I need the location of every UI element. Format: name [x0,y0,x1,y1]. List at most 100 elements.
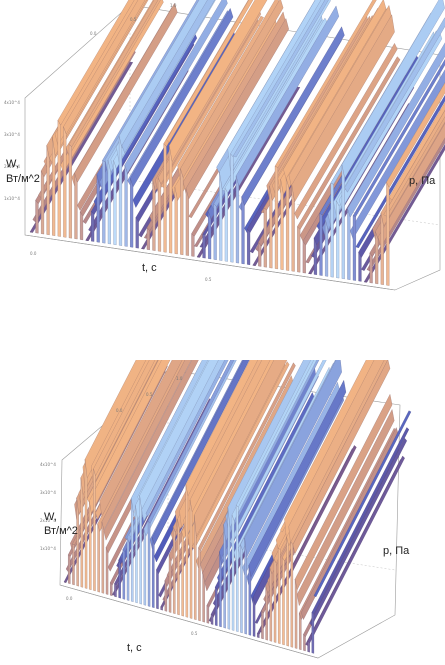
surface-curtain [236,504,239,632]
surface-curtain [143,528,147,606]
surface-curtain [97,523,100,593]
surface-curtain [299,613,302,650]
surface-curtain [101,521,105,594]
surface-curtain [210,614,214,625]
surface-curtain [257,633,260,638]
surface-curtain [173,526,176,614]
surface-curtain [191,233,195,257]
surface-facet [296,408,395,607]
surface-curtain [68,144,72,239]
x-axis-label: t, c [127,642,142,654]
surface-curtain [265,585,268,641]
surface-curtain [118,560,121,599]
surface-curtain [244,537,247,635]
y-tick-label: 0.5 [146,392,153,397]
surface-curtain [139,495,142,605]
surface-facet [91,360,158,486]
surface-facet [145,360,229,517]
surface-curtain [297,226,301,273]
surface-curtain [96,174,100,243]
surface-curtain [91,210,95,242]
z-tick-label: 3x10^4 [40,490,56,495]
surface-curtain [79,211,84,241]
z-axis-label-line1: W, [6,158,19,170]
surface-facet [166,0,254,143]
surface-curtain [194,515,197,620]
surface-curtain [135,217,139,249]
surface-facet [294,43,398,220]
surface-mesh-bottom [63,360,412,654]
surface-curtain [380,212,384,285]
surface-curtain [290,541,294,648]
surface-facet [388,101,445,201]
surface-curtain [146,227,150,251]
surface-curtain [215,586,218,626]
surface-curtain [84,459,88,589]
surface-curtain [114,583,117,598]
surface-curtain [208,211,212,260]
surface-curtain [118,135,123,246]
surface-curtain [230,153,234,263]
surface-curtain [291,184,295,272]
surface-curtain [206,605,210,624]
surface-facet [191,361,290,550]
z-axis-label-line1: W, [44,511,57,523]
surface-curtain [252,597,256,637]
surface-curtain [63,126,67,238]
surface-facet [313,410,412,598]
surface-curtain [124,164,128,247]
surface-curtain [102,160,106,244]
surface-curtain [286,537,289,647]
z-axis-label-line2: Вт/м^2 [44,525,78,537]
surface-facet [66,0,161,157]
surface-curtain [248,565,252,636]
surface-curtain [386,182,390,286]
surface-curtain [110,582,113,596]
z-tick-label: 1x10^4 [4,196,20,201]
surface-facet [121,0,215,154]
x-tick-label: 0.5 [191,631,198,636]
surface-curtain [76,497,79,587]
surface-curtain [311,612,315,654]
surface-curtain [185,188,189,256]
surface-curtain [224,187,228,262]
surface-curtain [336,200,340,279]
y-tick-label: 1.0 [176,376,183,381]
surface-curtain [160,606,163,611]
surface-curtain [113,160,117,246]
surface-curtain [198,547,201,622]
surface-curtain [219,171,223,261]
surface-curtain [202,234,206,259]
surface-curtain [163,143,167,253]
surface-curtain [131,498,134,602]
surface-curtain [46,145,50,236]
surface-curtain [74,173,78,240]
x-axis-label: t, c [142,262,157,274]
z-tick-label: 2x10^4 [4,164,20,169]
x-tick-label: 0.0 [30,251,37,256]
surface-curtain [240,544,243,634]
surface-curtain [189,499,193,619]
surface-curtain [358,252,362,282]
z-tick-label: 4x10^4 [4,100,20,105]
surface-curtain [269,186,273,269]
surface-curtain [286,178,290,271]
z-tick-label: 3x10^4 [4,132,20,137]
tick-labels-bottom: 4x10^43x10^42x10^41x10^40.00.51.00.00.51… [40,376,198,636]
surface-curtain [89,501,92,590]
surface-facet [103,360,199,541]
surface-curtain [122,549,126,600]
x-tick-label: 0.0 [66,596,73,601]
surface-curtain [156,569,159,610]
surface-facet [99,360,183,518]
surface-curtain [152,537,155,608]
surface-curtain [280,179,284,270]
surface-curtain [307,640,310,653]
surface-curtain [68,554,71,584]
surface-curtain [40,170,45,235]
surface-curtain [325,219,329,277]
surface-curtain [135,505,138,604]
surface-curtain [330,182,334,278]
x-tick-label: 0.5 [205,277,212,282]
surface-curtain [274,165,278,270]
